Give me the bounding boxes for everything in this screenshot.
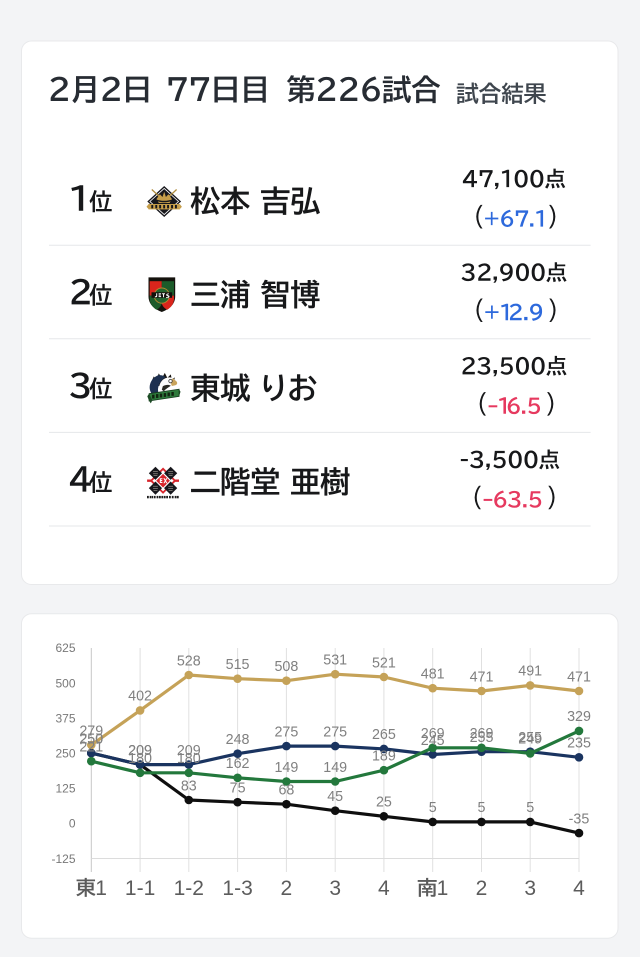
svg-text:3: 3: [329, 877, 341, 900]
svg-text:248: 248: [226, 732, 250, 748]
svg-text:471: 471: [567, 669, 591, 685]
svg-text:-125: -125: [51, 852, 75, 866]
svg-text:4: 4: [378, 877, 390, 900]
svg-text:2: 2: [476, 877, 488, 900]
svg-text:68: 68: [278, 783, 294, 799]
svg-text:75: 75: [230, 781, 246, 797]
svg-text:180: 180: [128, 751, 152, 767]
svg-text:515: 515: [226, 657, 250, 673]
svg-text:481: 481: [421, 667, 445, 683]
svg-text:245: 245: [421, 733, 445, 749]
svg-text:5: 5: [429, 800, 437, 816]
svg-text:1-1: 1-1: [125, 877, 155, 900]
svg-text:279: 279: [79, 723, 103, 739]
svg-text:250: 250: [79, 731, 103, 747]
svg-text:5: 5: [526, 800, 534, 816]
svg-text:249: 249: [518, 732, 542, 748]
svg-text:180: 180: [177, 751, 201, 767]
svg-text:255: 255: [518, 730, 542, 746]
svg-text:500: 500: [55, 676, 75, 690]
svg-text:221: 221: [79, 740, 103, 756]
svg-text:1: 1: [95, 877, 107, 900]
svg-text:625: 625: [55, 641, 75, 655]
svg-text:125: 125: [55, 782, 75, 796]
svg-text:5: 5: [478, 800, 486, 816]
svg-text:375: 375: [55, 711, 75, 725]
svg-text:521: 521: [372, 655, 396, 671]
svg-text:25: 25: [376, 795, 392, 811]
svg-text:265: 265: [372, 727, 396, 743]
svg-text:-35: -35: [569, 811, 590, 827]
svg-text:1: 1: [437, 877, 449, 900]
svg-text:250: 250: [55, 747, 75, 761]
svg-text:329: 329: [567, 709, 591, 725]
svg-text:83: 83: [181, 778, 197, 794]
svg-text:255: 255: [470, 730, 494, 746]
svg-text:402: 402: [128, 689, 152, 705]
svg-text:531: 531: [323, 653, 347, 669]
svg-text:471: 471: [470, 669, 494, 685]
svg-text:189: 189: [372, 749, 396, 765]
svg-text:508: 508: [274, 659, 298, 675]
svg-text:209: 209: [128, 743, 152, 759]
svg-text:269: 269: [470, 726, 494, 742]
svg-text:250: 250: [79, 731, 103, 747]
svg-text:3: 3: [524, 877, 536, 900]
svg-text:1-3: 1-3: [222, 877, 252, 900]
svg-text:209: 209: [177, 743, 201, 759]
svg-text:491: 491: [518, 664, 542, 680]
svg-text:275: 275: [323, 724, 347, 740]
svg-text:45: 45: [327, 789, 343, 805]
svg-text:4: 4: [573, 877, 585, 900]
svg-text:0: 0: [69, 817, 76, 831]
svg-text:269: 269: [421, 726, 445, 742]
svg-text:1-2: 1-2: [174, 877, 204, 900]
svg-text:149: 149: [274, 760, 298, 776]
svg-text:149: 149: [323, 760, 347, 776]
svg-text:235: 235: [567, 736, 591, 752]
svg-text:209: 209: [128, 743, 152, 759]
svg-text:2: 2: [281, 877, 293, 900]
svg-text:162: 162: [226, 756, 250, 772]
svg-text:528: 528: [177, 653, 201, 669]
svg-text:275: 275: [274, 724, 298, 740]
